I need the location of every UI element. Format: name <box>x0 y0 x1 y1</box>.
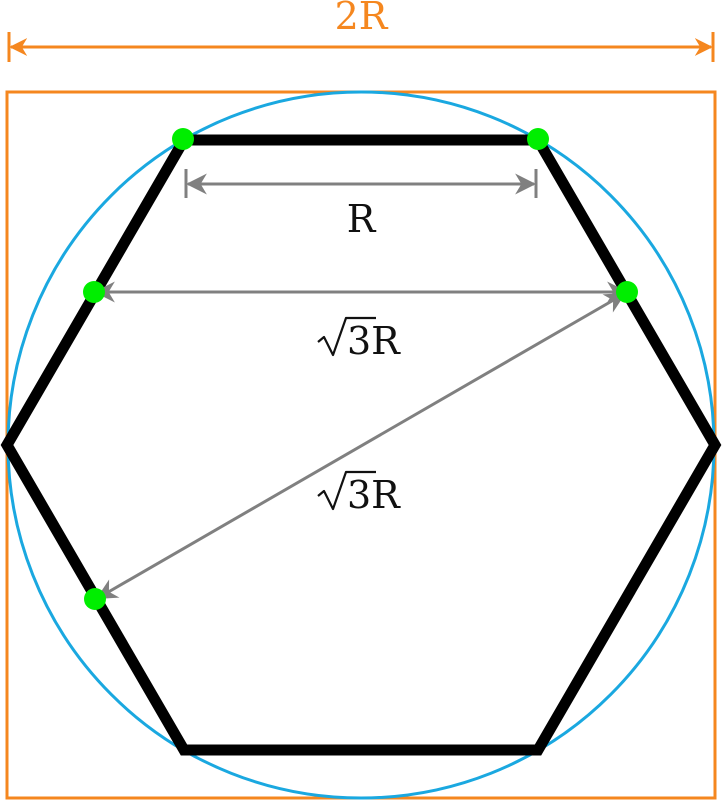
width-label: 2R <box>335 0 389 38</box>
sqrt-symbol <box>317 470 376 511</box>
width-dimension <box>7 32 715 62</box>
point-upper-right-side <box>616 281 638 303</box>
horizontal-diagonal-label-group: 3R <box>317 316 401 363</box>
side-dimension <box>184 169 538 198</box>
point-top-right <box>527 128 549 150</box>
point-top-left <box>172 128 194 150</box>
point-lower-left-side <box>84 588 106 610</box>
slanted-diagonal-arrow <box>96 292 626 600</box>
side-label: R <box>347 197 377 241</box>
slanted-diagonal-label: 3R <box>347 473 401 517</box>
horizontal-diagonal-label: 3R <box>347 319 401 363</box>
point-upper-left-side <box>83 281 105 303</box>
slanted-diagonal-label-group: 3R <box>317 470 401 517</box>
